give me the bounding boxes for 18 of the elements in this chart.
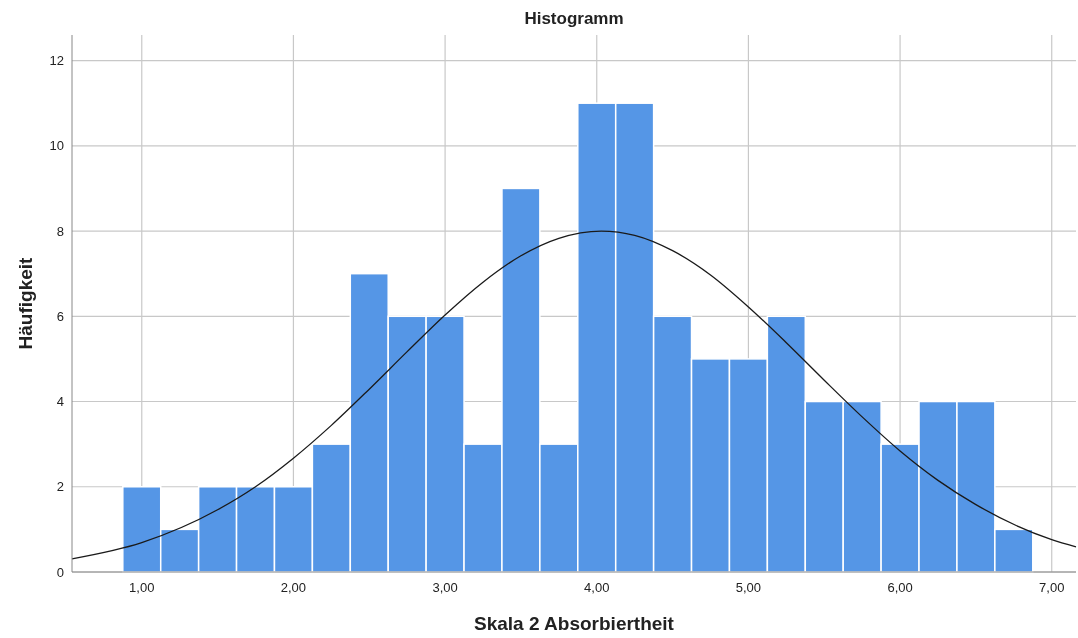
- y-tick-label: 12: [49, 53, 64, 69]
- y-tick-label: 10: [49, 138, 64, 154]
- y-tick-label: 0: [56, 564, 64, 580]
- x-tick-label: 3,00: [432, 580, 458, 595]
- x-tick-label: 5,00: [735, 580, 762, 595]
- y-tick-label: 2: [56, 479, 64, 495]
- x-tick-label: 6,00: [887, 580, 913, 595]
- y-tick-label: 8: [56, 223, 64, 239]
- chart-title: Histogramm: [524, 9, 624, 28]
- x-tick-label: 1,00: [129, 580, 155, 595]
- y-tick-label: 6: [56, 308, 64, 324]
- line-series: [71, 230, 1077, 560]
- x-axis-title: Skala 2 Absorbiertheit: [474, 613, 675, 634]
- y-tick-label: 4: [56, 394, 64, 410]
- x-tick-label: 4,00: [584, 580, 610, 595]
- y-axis-title: Häufigkeit: [15, 256, 36, 350]
- x-tick-label: 7,00: [1039, 580, 1065, 595]
- x-tick-label: 2,00: [280, 580, 307, 595]
